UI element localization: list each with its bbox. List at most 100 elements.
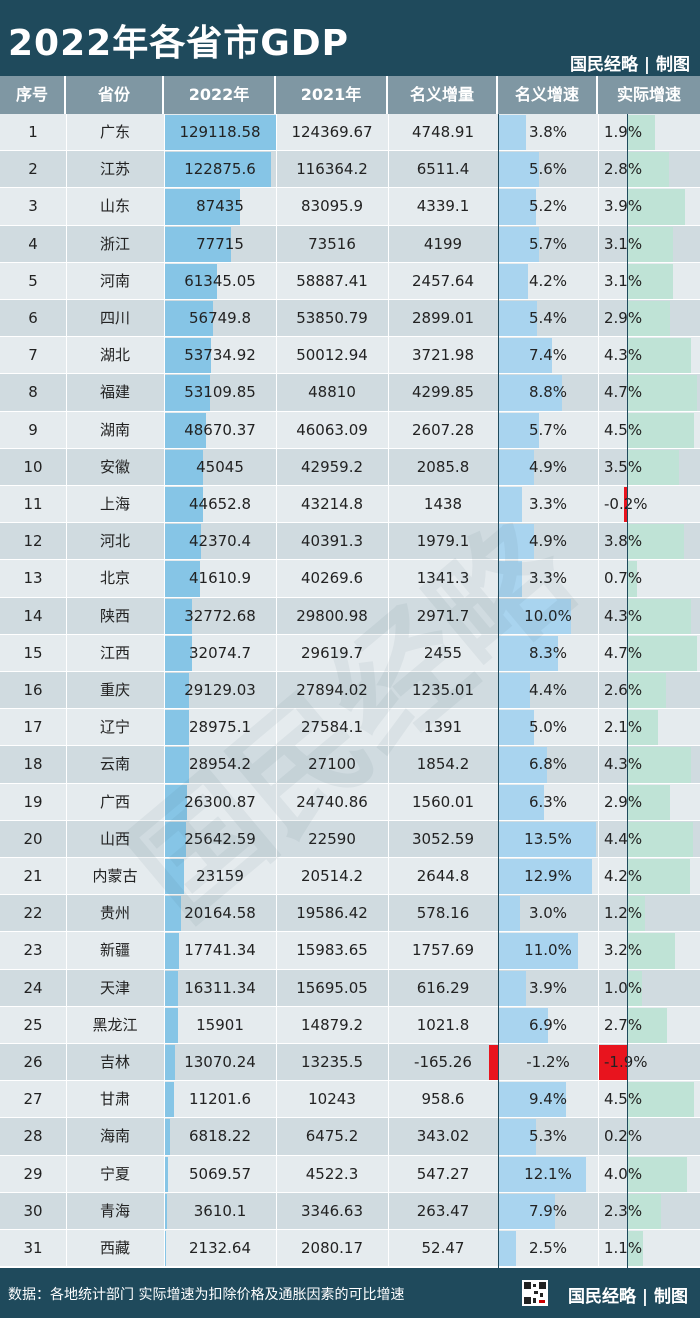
nominal-growth-cell: 5.7% — [528, 234, 568, 253]
nominal-growth-bar — [498, 896, 520, 932]
real-growth-cell: 4.7% — [604, 643, 643, 662]
nominal-growth-bar — [498, 821, 596, 857]
gdp-2021-cell: 46063.09 — [296, 420, 368, 439]
gdp-2022-bar — [164, 1156, 169, 1192]
gdp-2022-bar — [164, 226, 232, 262]
gdp-2022-bar — [164, 821, 187, 857]
table-row: 23 新疆 17741.34 15983.65 1757.69 11.0% 3.2% — [0, 932, 700, 970]
nominal-growth-bar — [498, 226, 540, 262]
table-row: 15 江西 32074.7 29619.7 2455 8.3% 4.7% — [0, 634, 700, 672]
gdp-2021-cell: 42959.2 — [300, 457, 364, 476]
nominal-growth-cell: 5.0% — [528, 718, 568, 737]
nominal-growth-bar — [498, 1193, 556, 1229]
gdp-2022-bar — [164, 1119, 170, 1155]
real-growth-cell: -0.2% — [604, 495, 648, 513]
nominal-growth-cell: 4.4% — [528, 681, 568, 699]
gdp-2022-bar — [164, 524, 201, 560]
real-growth-bar — [627, 226, 674, 262]
nominal-growth-cell: 5.3% — [528, 1127, 568, 1146]
province-cell: 吉林 — [99, 1053, 130, 1071]
nominal-growth-bar — [498, 784, 544, 820]
real-growth-cell: 3.2% — [604, 941, 643, 960]
real-growth-cell: 4.3% — [604, 755, 643, 774]
rank-cell: 17 — [23, 718, 43, 737]
gdp-2021-cell: 19586.42 — [296, 904, 368, 923]
gdp-2022-cell: 29129.03 — [184, 681, 256, 699]
increment-cell: 1391 — [423, 718, 463, 737]
nominal-growth-cell: 8.3% — [528, 643, 568, 662]
increment-cell: 3052.59 — [411, 829, 475, 848]
real-growth-cell: -1.9% — [604, 1053, 648, 1071]
header: 2022年各省市GDP 国民经略 | 制图 — [0, 0, 700, 76]
nominal-growth-bar — [498, 635, 559, 671]
rank-cell: 5 — [28, 271, 38, 290]
gdp-2022-cell: 17741.34 — [184, 941, 256, 960]
rank-cell: 31 — [23, 1239, 43, 1257]
gdp-2022-cell: 48670.37 — [184, 420, 256, 439]
increment-cell: 2607.28 — [411, 420, 475, 439]
nominal-growth-bar — [498, 449, 534, 485]
nominal-growth-bar — [498, 710, 535, 746]
nominal-growth-cell: 4.9% — [528, 457, 568, 476]
real-growth-cell: 2.7% — [604, 1015, 643, 1034]
gdp-2022-bar — [164, 710, 190, 746]
nominal-growth-cell: 8.8% — [528, 383, 568, 402]
increment-cell: 547.27 — [416, 1164, 470, 1183]
gdp-2021-cell: 116364.2 — [296, 160, 368, 179]
table-row: 26 吉林 13070.24 13235.5 -165.26 -1.2% -1.9% — [0, 1044, 700, 1082]
nominal-growth-cell: 6.3% — [528, 792, 568, 811]
header-col-nominal: 名义增速 — [498, 76, 598, 114]
province-cell: 西藏 — [99, 1239, 130, 1257]
gdp-2021-cell: 4522.3 — [305, 1164, 359, 1183]
increment-cell: 1979.1 — [416, 532, 470, 551]
increment-cell: 1438 — [423, 495, 463, 513]
nominal-growth-bar — [498, 1119, 537, 1155]
nominal-growth-cell: 2.5% — [528, 1239, 568, 1257]
real-growth-bar — [627, 1156, 687, 1192]
rank-cell: 29 — [23, 1164, 43, 1183]
nominal-growth-bar — [498, 487, 522, 523]
gdp-2022-bar — [164, 784, 187, 820]
gdp-2021-cell: 22590 — [308, 829, 356, 848]
increment-cell: 2644.8 — [416, 867, 470, 885]
real-growth-bar — [627, 1231, 644, 1267]
real-growth-cell: 3.9% — [604, 197, 643, 216]
increment-cell: 578.16 — [416, 904, 470, 923]
table-row: 9 湖南 48670.37 46063.09 2607.28 5.7% 4.5% — [0, 411, 700, 449]
nominal-growth-cell: 12.9% — [524, 867, 572, 885]
brand-label-bottom: 国民经略 | 制图 — [567, 1287, 688, 1307]
real-growth-cell: 2.9% — [604, 792, 643, 811]
gdp-2022-bar — [164, 896, 182, 932]
real-growth-cell: 4.3% — [604, 606, 643, 625]
qr-code-icon — [522, 1280, 548, 1306]
gdp-2022-cell: 44652.8 — [188, 495, 252, 513]
gdp-2022-bar — [164, 1193, 168, 1229]
increment-cell: 1235.01 — [411, 681, 475, 699]
real-growth-bar — [627, 821, 693, 857]
province-cell: 河南 — [99, 271, 130, 290]
real-growth-bar — [627, 189, 686, 225]
rank-cell: 10 — [23, 457, 43, 476]
gdp-2022-cell: 28975.1 — [188, 718, 252, 737]
gdp-2021-cell: 27894.02 — [296, 681, 368, 699]
nominal-growth-cell: 12.1% — [524, 1164, 572, 1183]
nominal-growth-cell: 5.6% — [528, 160, 568, 179]
table-row: 1 广东 129118.58 124369.67 4748.91 3.8% 1.9% — [0, 114, 700, 152]
real-growth-bar — [627, 338, 692, 374]
real-growth-cell: 4.3% — [604, 346, 643, 365]
nominal-growth-bar — [498, 1082, 567, 1118]
real-growth-bar — [627, 859, 690, 895]
real-growth-cell: 2.1% — [604, 718, 643, 737]
real-growth-bar — [627, 970, 642, 1006]
rank-cell: 30 — [23, 1201, 43, 1220]
province-cell: 广东 — [99, 123, 130, 141]
page-title: 2022年各省市GDP — [8, 23, 350, 64]
gdp-2022-bar — [164, 487, 203, 523]
rank-cell: 3 — [28, 197, 38, 216]
province-cell: 辽宁 — [99, 718, 130, 737]
real-growth-cell: 4.4% — [604, 829, 643, 848]
rank-cell: 16 — [23, 681, 43, 699]
real-growth-cell: 3.1% — [604, 271, 643, 290]
header-col-real: 实际增速 — [598, 76, 700, 114]
table-row: 30 青海 3610.1 3346.63 263.47 7.9% 2.3% — [0, 1192, 700, 1230]
